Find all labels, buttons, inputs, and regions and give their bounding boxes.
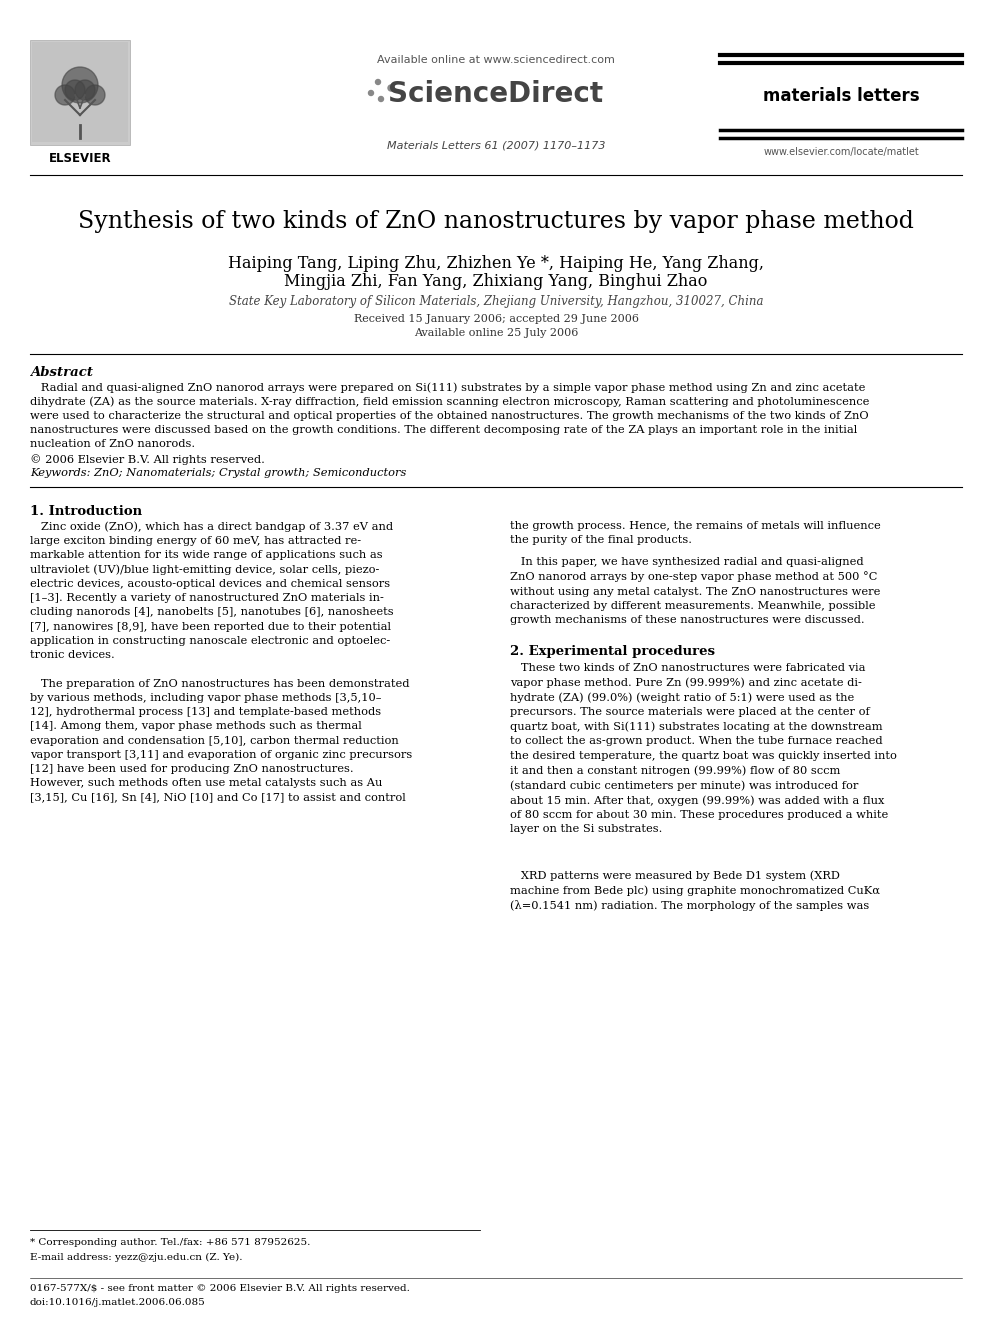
Circle shape bbox=[388, 85, 394, 91]
Text: E-mail address: yezz@zju.edu.cn (Z. Ye).: E-mail address: yezz@zju.edu.cn (Z. Ye). bbox=[30, 1253, 242, 1262]
Text: ScienceDirect: ScienceDirect bbox=[389, 79, 603, 108]
Text: doi:10.1016/j.matlet.2006.06.085: doi:10.1016/j.matlet.2006.06.085 bbox=[30, 1298, 205, 1307]
Text: ELSEVIER: ELSEVIER bbox=[49, 152, 111, 165]
Text: Keywords: ZnO; Nanomaterials; Crystal growth; Semiconductors: Keywords: ZnO; Nanomaterials; Crystal gr… bbox=[30, 468, 407, 478]
Text: 2. Experimental procedures: 2. Experimental procedures bbox=[510, 646, 715, 658]
Circle shape bbox=[376, 79, 381, 85]
Text: materials letters: materials letters bbox=[763, 87, 920, 105]
Text: XRD patterns were measured by Bede D1 system (XRD
machine from Bede plc) using g: XRD patterns were measured by Bede D1 sy… bbox=[510, 871, 880, 912]
Text: Haiping Tang, Liping Zhu, Zhizhen Ye *, Haiping He, Yang Zhang,: Haiping Tang, Liping Zhu, Zhizhen Ye *, … bbox=[228, 255, 764, 273]
Text: the growth process. Hence, the remains of metals will influence
the purity of th: the growth process. Hence, the remains o… bbox=[510, 521, 881, 545]
Circle shape bbox=[75, 79, 95, 101]
Circle shape bbox=[368, 90, 374, 95]
Text: These two kinds of ZnO nanostructures were fabricated via
vapor phase method. Pu: These two kinds of ZnO nanostructures we… bbox=[510, 663, 897, 833]
Circle shape bbox=[62, 67, 98, 103]
Text: * Corresponding author. Tel./fax: +86 571 87952625.: * Corresponding author. Tel./fax: +86 57… bbox=[30, 1238, 310, 1248]
Text: Zinc oxide (ZnO), which has a direct bandgap of 3.37 eV and
large exciton bindin: Zinc oxide (ZnO), which has a direct ban… bbox=[30, 521, 394, 660]
Bar bbox=[30, 40, 130, 146]
Circle shape bbox=[379, 97, 384, 102]
Circle shape bbox=[85, 85, 105, 105]
Text: Received 15 January 2006; accepted 29 June 2006: Received 15 January 2006; accepted 29 Ju… bbox=[353, 314, 639, 324]
Circle shape bbox=[65, 79, 85, 101]
Circle shape bbox=[55, 85, 75, 105]
Text: Mingjia Zhi, Fan Yang, Zhixiang Yang, Binghui Zhao: Mingjia Zhi, Fan Yang, Zhixiang Yang, Bi… bbox=[285, 273, 707, 290]
Text: 1. Introduction: 1. Introduction bbox=[30, 505, 142, 519]
Text: Available online at www.sciencedirect.com: Available online at www.sciencedirect.co… bbox=[377, 56, 615, 65]
Text: 0167-577X/$ - see front matter © 2006 Elsevier B.V. All rights reserved.: 0167-577X/$ - see front matter © 2006 El… bbox=[30, 1285, 410, 1293]
Text: In this paper, we have synthesized radial and quasi-aligned
ZnO nanorod arrays b: In this paper, we have synthesized radia… bbox=[510, 557, 880, 624]
Text: Radial and quasi-aligned ZnO nanorod arrays were prepared on Si(111) substrates : Radial and quasi-aligned ZnO nanorod arr… bbox=[30, 382, 869, 464]
Text: Synthesis of two kinds of ZnO nanostructures by vapor phase method: Synthesis of two kinds of ZnO nanostruct… bbox=[78, 210, 914, 233]
Text: Materials Letters 61 (2007) 1170–1173: Materials Letters 61 (2007) 1170–1173 bbox=[387, 140, 605, 149]
Text: Available online 25 July 2006: Available online 25 July 2006 bbox=[414, 328, 578, 337]
Bar bbox=[32, 42, 128, 142]
Text: Abstract: Abstract bbox=[30, 366, 93, 378]
Text: The preparation of ZnO nanostructures has been demonstrated
by various methods, : The preparation of ZnO nanostructures ha… bbox=[30, 679, 413, 802]
Text: State Key Laboratory of Silicon Materials, Zhejiang University, Hangzhou, 310027: State Key Laboratory of Silicon Material… bbox=[229, 295, 763, 308]
Text: www.elsevier.com/locate/matlet: www.elsevier.com/locate/matlet bbox=[763, 147, 919, 157]
